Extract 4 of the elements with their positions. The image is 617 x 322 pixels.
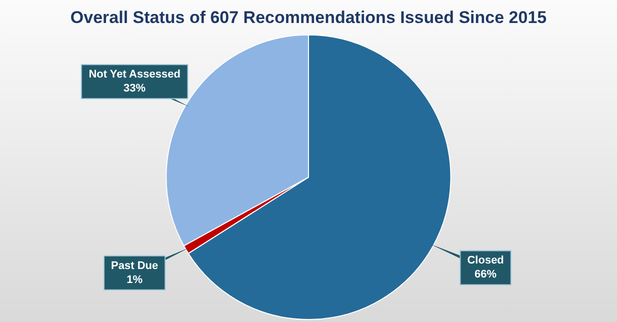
- slice-label: Not Yet Assessed: [88, 68, 180, 81]
- chart-title: Overall Status of 607 Recommendations Issued Since 2015: [70, 8, 547, 27]
- data-label: 1%: [126, 274, 143, 286]
- data-label: 66%: [474, 268, 497, 281]
